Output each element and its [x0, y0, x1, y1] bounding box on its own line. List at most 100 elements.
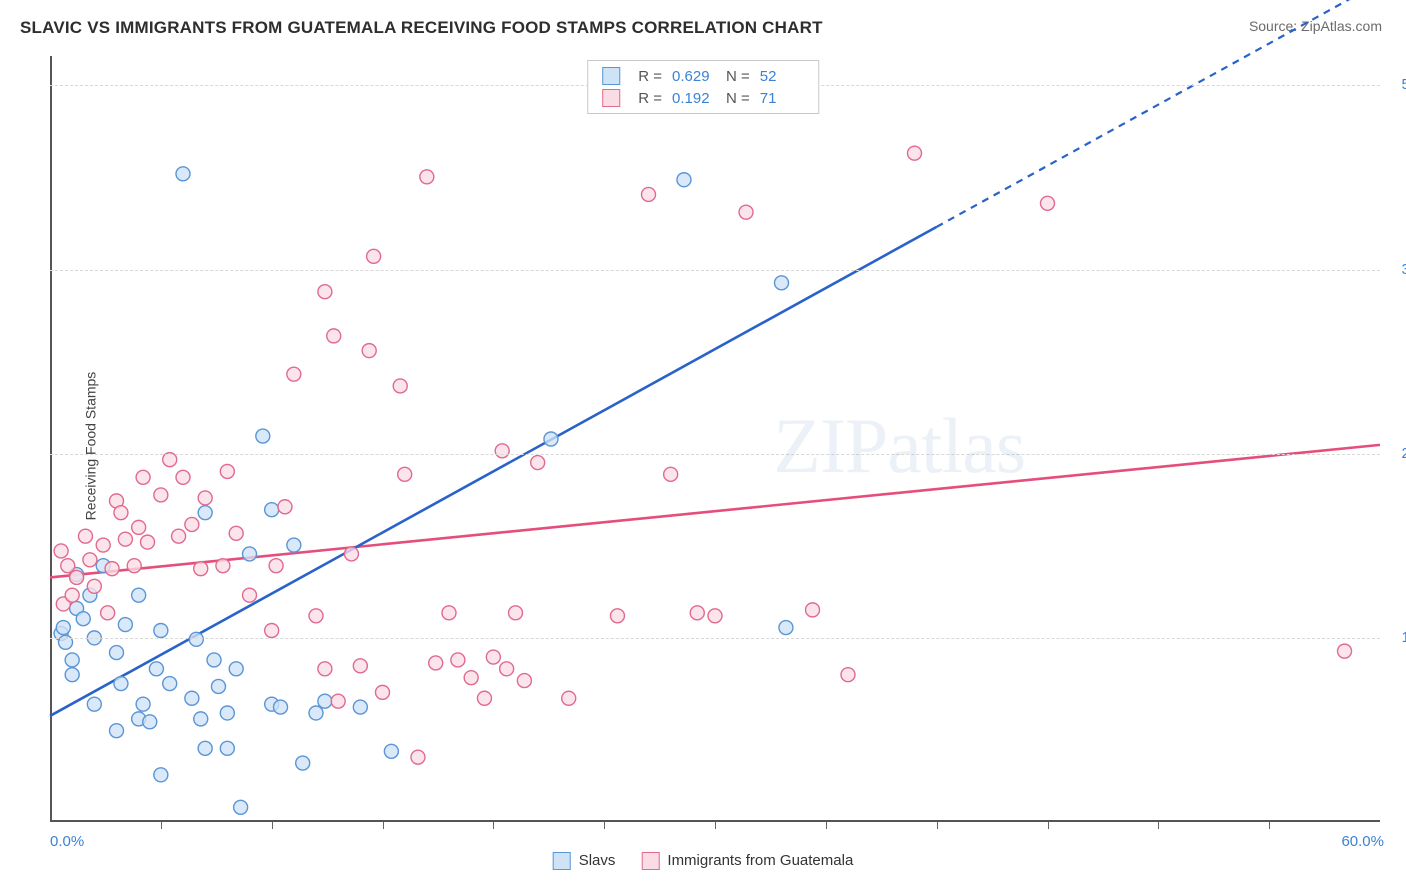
- data-point[interactable]: [65, 653, 79, 667]
- data-point[interactable]: [708, 609, 722, 623]
- data-point[interactable]: [70, 570, 84, 584]
- data-point[interactable]: [78, 529, 92, 543]
- data-point[interactable]: [331, 694, 345, 708]
- data-point[interactable]: [318, 662, 332, 676]
- data-point[interactable]: [327, 329, 341, 343]
- data-point[interactable]: [87, 579, 101, 593]
- data-point[interactable]: [65, 668, 79, 682]
- data-point[interactable]: [344, 547, 358, 561]
- data-point[interactable]: [274, 700, 288, 714]
- data-point[interactable]: [207, 653, 221, 667]
- legend-item[interactable]: Immigrants from Guatemala: [641, 852, 853, 870]
- data-point[interactable]: [495, 444, 509, 458]
- data-point[interactable]: [198, 491, 212, 505]
- data-point[interactable]: [376, 685, 390, 699]
- data-point[interactable]: [110, 724, 124, 738]
- data-point[interactable]: [464, 671, 478, 685]
- data-point[interactable]: [517, 674, 531, 688]
- data-point[interactable]: [154, 624, 168, 638]
- data-point[interactable]: [229, 526, 243, 540]
- data-point[interactable]: [477, 691, 491, 705]
- data-point[interactable]: [318, 285, 332, 299]
- data-point[interactable]: [234, 800, 248, 814]
- data-point[interactable]: [118, 618, 132, 632]
- data-point[interactable]: [176, 167, 190, 181]
- data-point[interactable]: [420, 170, 434, 184]
- data-point[interactable]: [287, 367, 301, 381]
- data-point[interactable]: [172, 529, 186, 543]
- data-point[interactable]: [296, 756, 310, 770]
- data-point[interactable]: [442, 606, 456, 620]
- data-point[interactable]: [105, 562, 119, 576]
- data-point[interactable]: [841, 668, 855, 682]
- data-point[interactable]: [562, 691, 576, 705]
- data-point[interactable]: [54, 544, 68, 558]
- data-point[interactable]: [87, 697, 101, 711]
- data-point[interactable]: [198, 506, 212, 520]
- data-point[interactable]: [216, 559, 230, 573]
- data-point[interactable]: [136, 470, 150, 484]
- data-point[interactable]: [278, 500, 292, 514]
- data-point[interactable]: [65, 588, 79, 602]
- data-point[interactable]: [118, 532, 132, 546]
- data-point[interactable]: [220, 741, 234, 755]
- data-point[interactable]: [136, 697, 150, 711]
- data-point[interactable]: [775, 276, 789, 290]
- data-point[interactable]: [243, 588, 257, 602]
- data-point[interactable]: [362, 344, 376, 358]
- data-point[interactable]: [229, 662, 243, 676]
- data-point[interactable]: [610, 609, 624, 623]
- data-point[interactable]: [194, 562, 208, 576]
- data-point[interactable]: [163, 453, 177, 467]
- data-point[interactable]: [1041, 196, 1055, 210]
- data-point[interactable]: [739, 205, 753, 219]
- data-point[interactable]: [677, 173, 691, 187]
- data-point[interactable]: [451, 653, 465, 667]
- data-point[interactable]: [101, 606, 115, 620]
- data-point[interactable]: [779, 621, 793, 635]
- data-point[interactable]: [127, 559, 141, 573]
- data-point[interactable]: [61, 559, 75, 573]
- data-point[interactable]: [287, 538, 301, 552]
- data-point[interactable]: [220, 706, 234, 720]
- legend-item[interactable]: Slavs: [553, 852, 616, 870]
- data-point[interactable]: [83, 553, 97, 567]
- data-point[interactable]: [185, 517, 199, 531]
- data-point[interactable]: [132, 588, 146, 602]
- data-point[interactable]: [143, 715, 157, 729]
- data-point[interactable]: [114, 506, 128, 520]
- data-point[interactable]: [509, 606, 523, 620]
- data-point[interactable]: [220, 464, 234, 478]
- data-point[interactable]: [56, 621, 70, 635]
- data-point[interactable]: [1338, 644, 1352, 658]
- data-point[interactable]: [318, 694, 332, 708]
- data-point[interactable]: [398, 467, 412, 481]
- data-point[interactable]: [154, 768, 168, 782]
- data-point[interactable]: [393, 379, 407, 393]
- data-point[interactable]: [76, 612, 90, 626]
- data-point[interactable]: [211, 679, 225, 693]
- data-point[interactable]: [486, 650, 500, 664]
- data-point[interactable]: [176, 470, 190, 484]
- data-point[interactable]: [269, 559, 283, 573]
- data-point[interactable]: [353, 700, 367, 714]
- data-point[interactable]: [309, 706, 323, 720]
- data-point[interactable]: [908, 146, 922, 160]
- data-point[interactable]: [531, 456, 545, 470]
- data-point[interactable]: [141, 535, 155, 549]
- data-point[interactable]: [198, 741, 212, 755]
- data-point[interactable]: [163, 677, 177, 691]
- data-point[interactable]: [309, 609, 323, 623]
- data-point[interactable]: [265, 503, 279, 517]
- data-point[interactable]: [189, 632, 203, 646]
- data-point[interactable]: [110, 646, 124, 660]
- data-point[interactable]: [185, 691, 199, 705]
- data-point[interactable]: [664, 467, 678, 481]
- data-point[interactable]: [154, 488, 168, 502]
- data-point[interactable]: [132, 520, 146, 534]
- data-point[interactable]: [243, 547, 257, 561]
- data-point[interactable]: [265, 624, 279, 638]
- data-point[interactable]: [500, 662, 514, 676]
- data-point[interactable]: [411, 750, 425, 764]
- data-point[interactable]: [353, 659, 367, 673]
